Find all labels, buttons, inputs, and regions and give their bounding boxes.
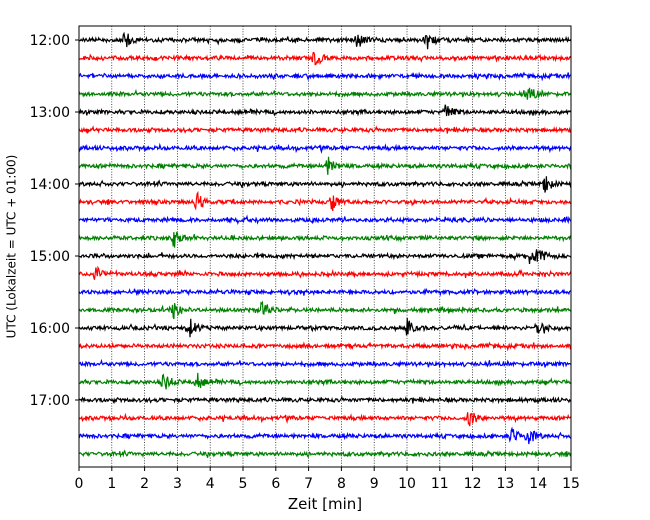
trace-1400	[78, 176, 572, 193]
y-tick-label: 13:00	[30, 105, 70, 121]
trace-1415	[78, 190, 572, 212]
trace-1200	[78, 31, 572, 50]
trace-1215	[78, 51, 572, 66]
trace-1330	[78, 142, 572, 154]
x-tick-label: 12	[464, 476, 482, 492]
axis-ticks: 0 1 2 3 4 5 6 7 8 9 10 11 12 13 14 1512:0013:0014:0015:…	[30, 33, 580, 492]
vertical-grid	[111, 26, 539, 467]
trace-1630	[78, 358, 572, 369]
x-tick-label: 10	[398, 476, 416, 492]
seismic-traces	[78, 31, 572, 459]
trace-1600	[78, 317, 572, 338]
trace-1645	[78, 372, 572, 390]
y-tick-label: 16:00	[30, 321, 70, 337]
y-tick-label: 17:00	[30, 393, 70, 409]
x-tick-label: 6	[271, 476, 280, 492]
x-tick-label: 5	[239, 476, 248, 492]
trace-1500	[78, 249, 572, 265]
x-tick-label: 15	[562, 476, 580, 492]
trace-1515	[78, 265, 572, 280]
trace-1730	[78, 426, 572, 445]
y-axis-label: UTC (Lokalzeit = UTC + 01:00)	[5, 155, 19, 339]
trace-1430	[78, 214, 572, 226]
y-tick-label: 14:00	[30, 177, 70, 193]
trace-1715	[78, 412, 572, 427]
plot-frame	[78, 25, 572, 468]
trace-1345	[78, 156, 572, 175]
trace-1300	[78, 104, 572, 117]
y-tick-label: 12:00	[30, 33, 70, 49]
trace-1700	[78, 395, 572, 405]
trace-1315	[78, 125, 572, 135]
trace-1545	[78, 300, 572, 320]
y-tick-label: 15:00	[30, 249, 70, 265]
trace-1615	[78, 341, 572, 352]
trace-1245	[78, 87, 572, 100]
x-axis-label: Zeit [min]	[288, 495, 362, 513]
x-tick-label: 8	[337, 476, 346, 492]
x-tick-label: 2	[140, 476, 149, 492]
x-tick-label: 7	[304, 476, 313, 492]
trace-1230	[78, 71, 572, 82]
trace-1530	[78, 287, 572, 297]
x-tick-label: 14	[529, 476, 547, 492]
x-tick-label: 9	[370, 476, 379, 492]
trace-1745	[78, 449, 572, 459]
x-tick-label: 3	[173, 476, 182, 492]
x-tick-label: 4	[206, 476, 215, 492]
trace-1445	[78, 231, 572, 248]
x-tick-label: 1	[107, 476, 116, 492]
x-tick-label: 11	[431, 476, 449, 492]
x-tick-label: 0	[75, 476, 84, 492]
x-tick-label: 13	[496, 476, 514, 492]
